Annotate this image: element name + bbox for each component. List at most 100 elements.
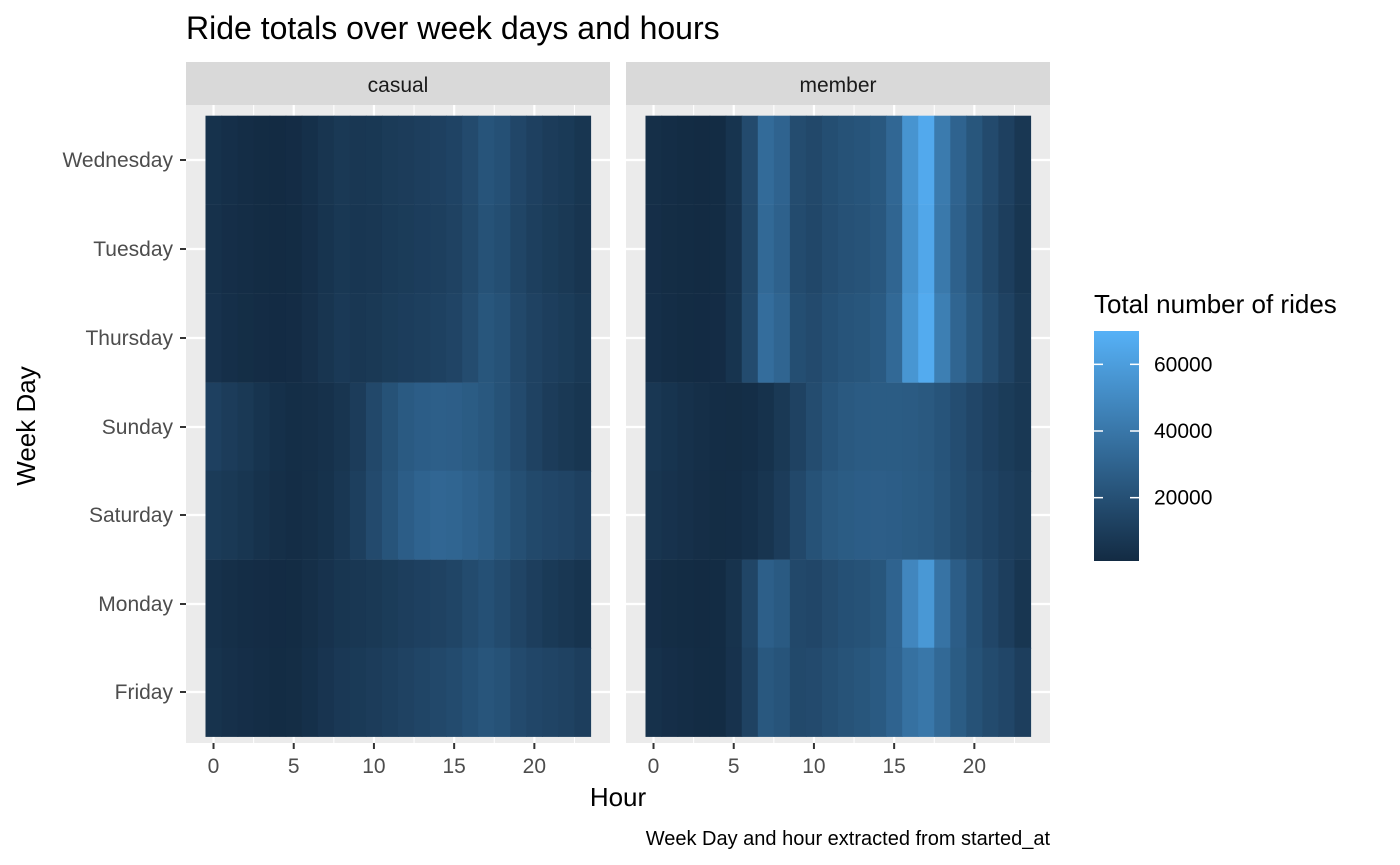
heat-tile — [677, 115, 695, 205]
heat-tile — [886, 115, 903, 205]
heat-tile — [805, 115, 823, 205]
heat-tile — [333, 382, 351, 472]
heat-tile — [478, 204, 495, 294]
heat-tile — [301, 559, 319, 649]
heat-tile — [349, 559, 367, 649]
heat-tile — [966, 293, 983, 383]
heat-tile — [693, 115, 711, 205]
heat-tile — [741, 559, 759, 649]
heat-tile — [645, 293, 663, 383]
heat-tile — [886, 470, 903, 560]
heat-tile — [725, 204, 743, 294]
heat-tile — [789, 559, 807, 649]
heat-tile — [1014, 559, 1032, 649]
heat-tile — [709, 293, 727, 383]
heat-tile — [741, 115, 759, 205]
heat-tile — [446, 115, 463, 205]
facet-label: member — [799, 74, 876, 97]
heat-tile — [918, 559, 935, 649]
x-tick-label: 0 — [208, 755, 220, 778]
heat-tile — [870, 470, 887, 560]
heat-tile — [510, 647, 527, 737]
heat-tile — [661, 382, 679, 472]
heat-tile — [773, 559, 791, 649]
heat-tile — [349, 470, 367, 560]
heat-tile — [1014, 382, 1032, 472]
heat-tile — [430, 115, 447, 205]
heat-tile — [317, 647, 335, 737]
heat-tile — [269, 293, 287, 383]
heat-tile — [333, 647, 351, 737]
heat-tile — [838, 559, 855, 649]
legend-tick-label: 40000 — [1154, 420, 1212, 443]
heat-tile — [725, 382, 743, 472]
y-tick-label: Tuesday — [93, 238, 173, 261]
heat-tile — [950, 470, 967, 560]
heat-tile — [510, 204, 527, 294]
heat-tile — [982, 115, 1000, 205]
heat-tile — [1014, 470, 1032, 560]
heat-tile — [773, 115, 791, 205]
heat-tile — [558, 559, 576, 649]
heat-tile — [414, 559, 431, 649]
legend-tick-label: 60000 — [1154, 353, 1212, 376]
heat-tile — [773, 204, 791, 294]
y-axis-title: Week Day — [11, 366, 41, 485]
heat-tile — [221, 559, 239, 649]
heat-tile — [494, 293, 511, 383]
heat-tile — [301, 382, 319, 472]
heat-tile — [838, 204, 855, 294]
heat-tile — [317, 115, 335, 205]
heat-tile — [693, 382, 711, 472]
heat-tile — [510, 559, 527, 649]
heat-tile — [838, 647, 855, 737]
heat-tile — [317, 559, 335, 649]
heat-tile — [950, 293, 967, 383]
heat-tile — [349, 204, 367, 294]
y-tick-label: Wednesday — [62, 149, 173, 172]
tiles — [205, 115, 592, 737]
heat-tile — [414, 204, 431, 294]
panel-casual: casual 0 5 10 15 20 — [186, 62, 610, 778]
heat-tile — [414, 115, 431, 205]
heat-tile — [478, 115, 495, 205]
heat-tile — [854, 115, 871, 205]
heat-tile — [966, 204, 983, 294]
heat-tile — [854, 382, 871, 472]
heat-tile — [902, 115, 919, 205]
heat-tile — [725, 115, 743, 205]
heat-tile — [934, 559, 951, 649]
heat-tile — [285, 647, 303, 737]
heat-tile — [693, 647, 711, 737]
heat-tile — [574, 382, 592, 472]
heat-tile — [349, 115, 367, 205]
heat-tile — [709, 204, 727, 294]
heat-tile — [693, 204, 711, 294]
heat-tile — [741, 382, 759, 472]
heat-tile — [870, 647, 887, 737]
heat-tile — [805, 204, 823, 294]
heat-tile — [446, 382, 463, 472]
heat-tile — [854, 647, 871, 737]
heat-tile — [414, 293, 431, 383]
heat-tile — [333, 559, 351, 649]
x-tick-label: 0 — [648, 755, 660, 778]
heat-tile — [558, 204, 576, 294]
heat-tile — [950, 382, 967, 472]
x-axis-member: 0 5 10 15 20 — [648, 743, 986, 778]
legend-tick-label: 20000 — [1154, 487, 1212, 510]
heat-tile — [253, 559, 271, 649]
heat-tile — [558, 293, 576, 383]
color-legend: Total number of rides 20000 40000 60000 — [1094, 289, 1337, 561]
heat-tile — [205, 647, 223, 737]
heat-tile — [725, 293, 743, 383]
heat-tile — [253, 470, 271, 560]
heat-tile — [381, 559, 399, 649]
heat-tile — [821, 293, 839, 383]
heat-tile — [398, 647, 415, 737]
heat-tile — [253, 647, 271, 737]
heat-tile — [510, 293, 527, 383]
heat-tile — [998, 204, 1016, 294]
heat-tile — [430, 470, 447, 560]
heat-tile — [285, 115, 303, 205]
